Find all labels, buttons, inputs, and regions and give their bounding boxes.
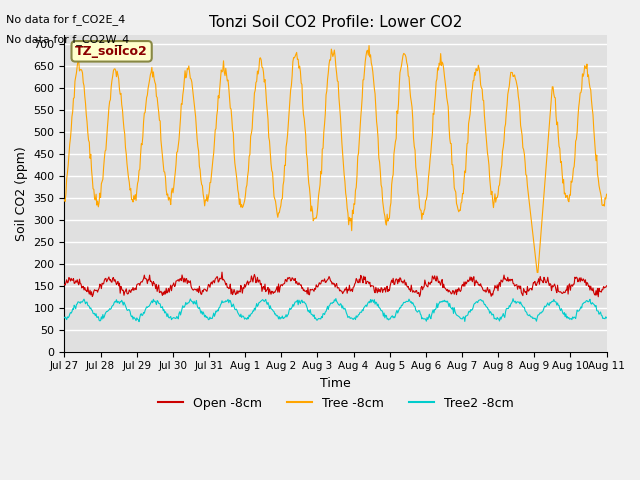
- Text: TZ_soilco2: TZ_soilco2: [76, 45, 148, 58]
- X-axis label: Time: Time: [320, 377, 351, 390]
- Legend: Open -8cm, Tree -8cm, Tree2 -8cm: Open -8cm, Tree -8cm, Tree2 -8cm: [153, 392, 518, 415]
- Title: Tonzi Soil CO2 Profile: Lower CO2: Tonzi Soil CO2 Profile: Lower CO2: [209, 15, 462, 30]
- Text: No data for f_CO2E_4: No data for f_CO2E_4: [6, 14, 125, 25]
- Y-axis label: Soil CO2 (ppm): Soil CO2 (ppm): [15, 146, 28, 241]
- Text: No data for f_CO2W_4: No data for f_CO2W_4: [6, 34, 130, 45]
